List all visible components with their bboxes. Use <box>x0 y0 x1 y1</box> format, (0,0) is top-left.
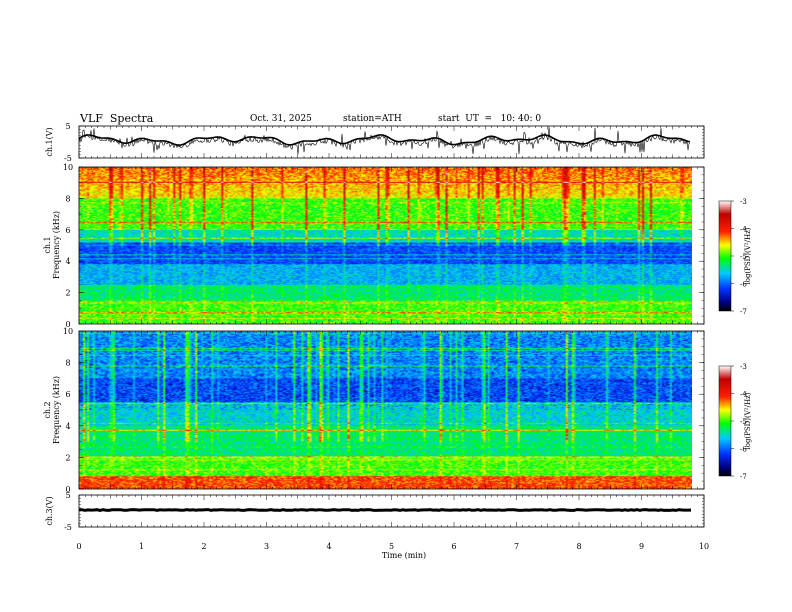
colorbar-tick-label: -3 <box>740 363 747 371</box>
x-tick-label: 2 <box>201 542 206 551</box>
x-tick-label: 9 <box>639 542 644 551</box>
y-tick-label: 5 <box>65 122 70 131</box>
colorbar-tick-label: -3 <box>740 198 747 206</box>
y-tick-label: 10 <box>63 163 73 172</box>
ch2-spectrogram-image <box>79 331 692 489</box>
ch2-colorbar-label: log(PSD)(V²/Hz) <box>744 392 752 449</box>
y-tick-label: 8 <box>65 194 70 203</box>
y-tick-label: 4 <box>65 422 70 431</box>
ch1-spectrogram-image <box>79 167 692 324</box>
y-tick-label: 8 <box>65 359 70 368</box>
ch1-spectrogram-ylabel: Frequency (kHz) <box>52 211 61 279</box>
ch2-spectrogram-channel-label: ch.2 <box>43 401 52 418</box>
y-tick-label: -5 <box>64 523 72 532</box>
y-tick-label: 2 <box>65 289 70 298</box>
colorbar-tick-label: -4 <box>740 391 747 399</box>
y-tick-label: 2 <box>65 453 70 462</box>
colorbar-tick-label: -7 <box>740 473 747 481</box>
x-tick-label: 3 <box>264 542 269 551</box>
y-tick-label: 5 <box>65 491 70 500</box>
colorbar-tick-label: -6 <box>740 446 747 454</box>
ch3-waveform-ylabel: ch.3(V) <box>45 496 54 525</box>
date-label: Oct. 31, 2025 <box>250 114 312 124</box>
y-tick-label: 6 <box>65 226 70 235</box>
y-tick-label: 0 <box>65 320 70 329</box>
ch1-waveform-envelope <box>78 134 691 146</box>
ch1-waveform-trace <box>78 126 691 155</box>
station-label: station=ATH <box>343 114 402 124</box>
x-tick-label: 7 <box>514 542 519 551</box>
colorbar-tick-label: -4 <box>740 226 747 234</box>
ch2-colorbar <box>718 365 732 477</box>
colorbar-tick-label: -6 <box>740 281 747 289</box>
ch1-colorbar <box>718 200 732 312</box>
ch1-spectrogram-channel-label: ch.1 <box>43 236 52 253</box>
x-tick-label: 8 <box>576 542 581 551</box>
ch2-spectrogram-ylabel: Frequency (kHz) <box>52 376 61 444</box>
colorbar-tick-label: -7 <box>740 308 747 316</box>
x-tick-label: 5 <box>389 542 394 551</box>
colorbar-tick-label: -5 <box>740 418 747 426</box>
x-tick-label: 4 <box>326 542 331 551</box>
x-tick-label: 1 <box>139 542 144 551</box>
start-time-label: start UT = 10: 40: 0 <box>438 114 542 124</box>
x-axis-label: Time (min) <box>382 551 426 560</box>
axis-ticks: 0 1 2 3 4 5 6 7 8 9 105-55-502468100246810-3-4-5-6… <box>63 122 747 551</box>
colorbar-tick-label: -5 <box>740 253 747 261</box>
y-tick-label: 10 <box>63 327 73 336</box>
x-tick-label: 10 <box>699 542 709 551</box>
x-tick-label: 0 <box>76 542 81 551</box>
y-tick-label: 4 <box>65 257 70 266</box>
plot-title: VLF Spectra <box>80 112 154 125</box>
y-tick-label: 0 <box>65 485 70 494</box>
ch1-waveform-ylabel: ch.1(V) <box>45 127 54 156</box>
y-tick-label: 6 <box>65 390 70 399</box>
x-tick-label: 6 <box>451 542 456 551</box>
ch1-colorbar-label: log(PSD)(V²/Hz) <box>744 227 752 284</box>
ch3-waveform-trace <box>79 508 691 512</box>
y-tick-label: -5 <box>64 154 72 163</box>
